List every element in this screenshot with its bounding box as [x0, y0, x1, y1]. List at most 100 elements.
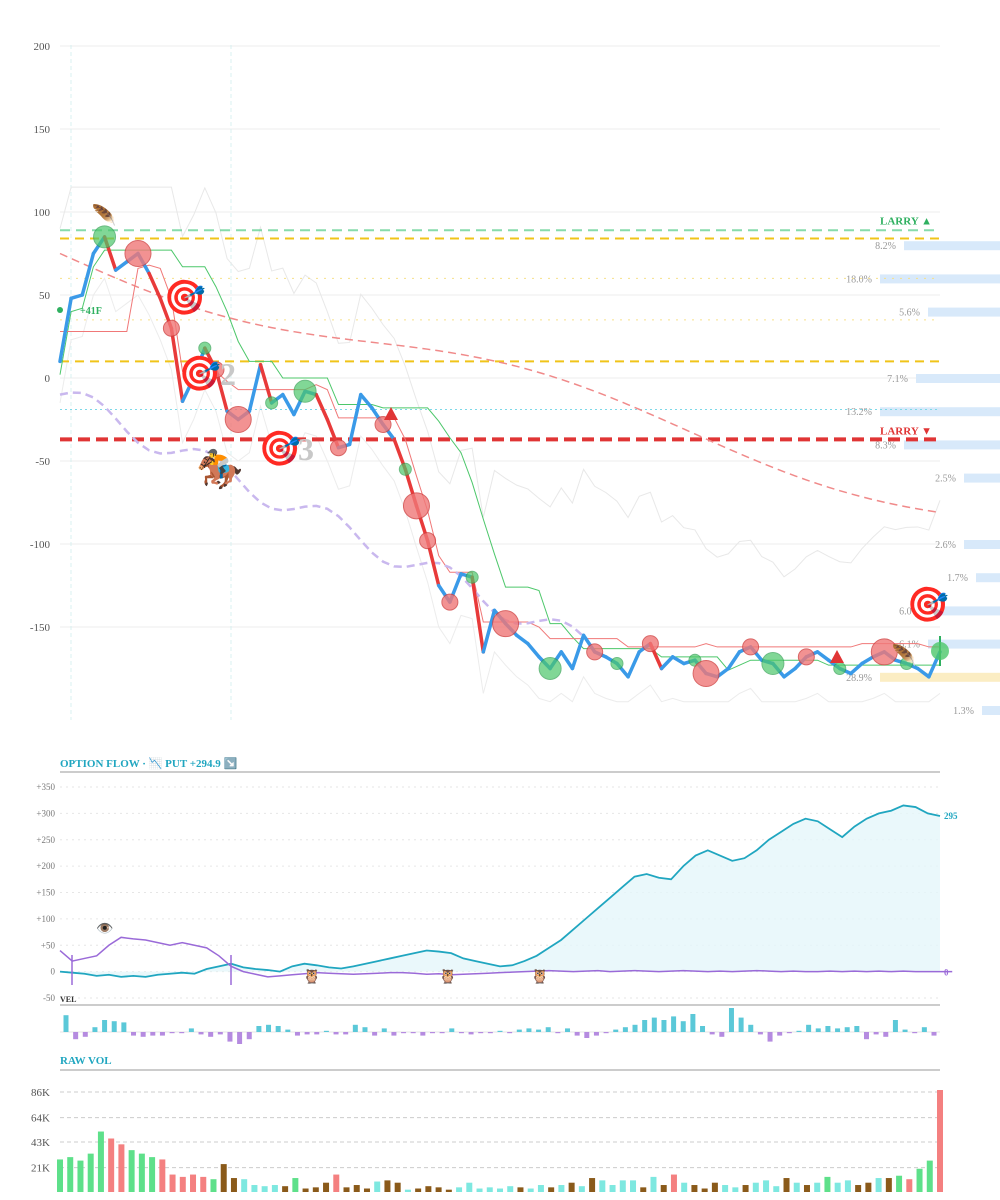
level-bar	[964, 473, 1000, 483]
y-tick-label: +100	[36, 914, 55, 924]
volume-bar	[415, 1188, 422, 1192]
vel-label: VEL	[60, 995, 76, 1004]
level-bar	[904, 241, 1000, 251]
volume-bar	[599, 1180, 606, 1192]
volume-bar	[650, 1176, 657, 1192]
volume-bar	[855, 1185, 862, 1192]
vel-bar	[111, 1021, 117, 1032]
vel-bar	[700, 1026, 706, 1032]
volume-bar	[507, 1186, 514, 1192]
target-icon: 🎯	[179, 354, 221, 394]
volume-bar	[404, 1189, 411, 1192]
volume-bar	[323, 1182, 330, 1192]
vel-bar	[748, 1024, 754, 1032]
volume-bar	[97, 1131, 104, 1192]
vel-bar	[651, 1017, 657, 1032]
volume-bar	[353, 1185, 360, 1192]
volume-bar	[384, 1180, 391, 1192]
vel-bar	[555, 1032, 561, 1034]
up-marker	[761, 652, 785, 676]
y-tick-label: +300	[36, 808, 55, 818]
vel-bar	[352, 1024, 358, 1032]
volume-bar	[803, 1185, 810, 1192]
down-marker	[797, 648, 815, 666]
level-bar	[964, 540, 1000, 549]
volume-bar	[87, 1153, 94, 1192]
vel-bar	[863, 1032, 869, 1040]
price-segment	[58, 296, 73, 364]
owl-icon: 🦉	[303, 968, 320, 985]
level-label: 8.2%	[875, 241, 896, 252]
level-label: 5.6%	[899, 308, 920, 319]
price-segment	[849, 661, 864, 676]
larry-up-label: LARRY ▲	[880, 215, 932, 227]
volume-bar	[619, 1180, 626, 1192]
vel-bar	[63, 1015, 69, 1032]
volume-bar	[793, 1182, 800, 1192]
level-bar	[928, 307, 1000, 317]
volume-bar	[159, 1159, 166, 1192]
down-marker	[207, 361, 225, 379]
vel-bar	[82, 1032, 88, 1037]
vel-bar	[613, 1029, 619, 1032]
down-triangle-marker	[384, 407, 398, 420]
down-marker	[374, 415, 392, 433]
level-bar	[928, 639, 1000, 649]
annotation-number: 3	[298, 431, 314, 467]
price-segment	[514, 633, 530, 646]
volume-bar	[568, 1182, 575, 1192]
vel-bar	[121, 1022, 127, 1032]
lavender-oscillator	[59, 391, 585, 638]
price-segment	[258, 362, 274, 405]
vel-bar	[892, 1020, 898, 1032]
vel-bar	[372, 1032, 378, 1036]
vel-bar	[217, 1032, 223, 1035]
volume-bar	[149, 1157, 156, 1192]
price-segment	[113, 260, 129, 272]
owl-icon: 🦉	[439, 968, 456, 985]
vel-bar	[661, 1020, 667, 1032]
vel-bar	[285, 1029, 291, 1032]
down-marker	[224, 406, 252, 433]
price-segment	[347, 392, 363, 447]
vel-bar	[208, 1032, 214, 1037]
volume-bar	[241, 1179, 248, 1192]
raw-vol-header: RAW VOL	[60, 1055, 112, 1067]
vel-bar	[632, 1024, 638, 1032]
volume-bar	[906, 1179, 913, 1192]
y-tick-label: 43K	[31, 1137, 50, 1149]
down-marker	[419, 532, 437, 550]
y-tick-label: +50	[41, 940, 56, 950]
volume-bar	[640, 1187, 647, 1192]
price-segment	[915, 666, 931, 679]
vel-bar	[275, 1026, 281, 1032]
down-marker	[586, 643, 604, 661]
vel-bar	[526, 1028, 532, 1032]
price-segment	[359, 392, 374, 410]
vel-bar	[536, 1029, 542, 1032]
volume-bar	[670, 1174, 677, 1192]
vel-bar	[728, 1008, 734, 1032]
volume-bar	[312, 1187, 319, 1192]
level-label: 1.7%	[947, 573, 968, 584]
volume-bar	[609, 1185, 616, 1192]
volume-bar	[261, 1186, 268, 1192]
vel-bar	[931, 1032, 937, 1036]
y-tick-label: 86K	[31, 1087, 50, 1099]
volume-bar	[138, 1153, 145, 1192]
vel-bar	[642, 1020, 648, 1032]
flow-line	[59, 804, 941, 978]
vel-bar	[449, 1028, 455, 1032]
volume-bar	[169, 1174, 176, 1192]
volume-bar	[271, 1185, 278, 1192]
level-label: 2.5%	[935, 474, 956, 485]
vel-bar	[458, 1032, 464, 1034]
volume-bar	[701, 1188, 708, 1192]
vel-bar	[545, 1027, 551, 1032]
up-marker	[538, 657, 562, 680]
annotation-label: +41F	[80, 306, 102, 317]
up-marker	[465, 570, 479, 584]
volume-bar	[466, 1182, 473, 1192]
y-tick-label: 200	[34, 41, 51, 53]
